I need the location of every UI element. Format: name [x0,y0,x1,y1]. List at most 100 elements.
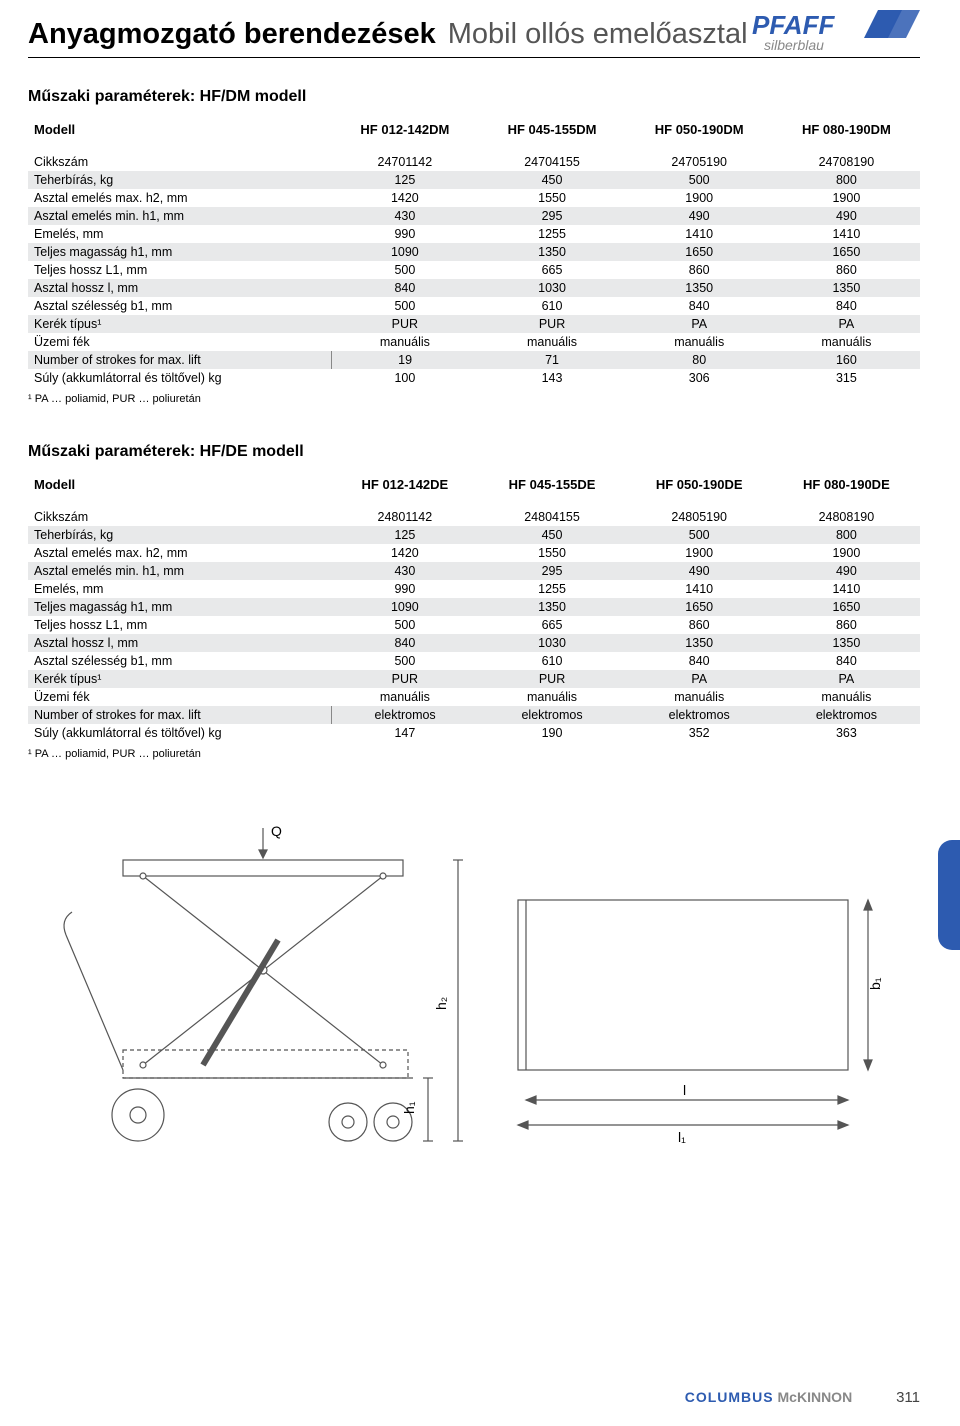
row-value: manuális [773,688,920,706]
row-value: 1650 [626,243,773,261]
row-value: 450 [478,526,625,544]
row-value: 860 [626,616,773,634]
row-value: PUR [478,315,625,333]
row-value: manuális [331,333,478,351]
row-value: 490 [626,562,773,580]
row-value: 1030 [478,634,625,652]
row-label: Kerék típus¹ [28,670,331,688]
row-value: 1650 [773,243,920,261]
dim-l: l [683,1082,686,1098]
row-value: 24708190 [773,148,920,171]
row-value: 100 [331,369,478,387]
row-value: 1030 [478,279,625,297]
row-value: 24705190 [626,148,773,171]
row-value: 500 [331,297,478,315]
t2-head-label: Modell [28,471,331,503]
footer-page: 311 [896,1389,920,1406]
row-value: 500 [331,261,478,279]
row-label: Kerék típus¹ [28,315,331,333]
row-value: 610 [478,652,625,670]
row-value: 1900 [773,189,920,207]
row-value: 840 [626,652,773,670]
row-value: elektromos [626,706,773,724]
row-label: Emelés, mm [28,580,331,598]
row-value: 800 [773,171,920,189]
t1-head-c1: HF 045-155DM [478,116,625,148]
row-value: 1255 [478,580,625,598]
row-label: Teljes hossz L1, mm [28,616,331,634]
dim-l1: l₁ [678,1129,686,1145]
row-value: 190 [478,724,625,742]
t1-head-c2: HF 050-190DM [626,116,773,148]
row-label: Teherbírás, kg [28,526,331,544]
svg-text:PFAFF: PFAFF [752,10,835,40]
row-value: 490 [773,207,920,225]
row-value: 1420 [331,544,478,562]
row-value: 1350 [478,243,625,261]
row-value: PA [626,670,773,688]
row-value: 860 [773,261,920,279]
spec-table-de: Modell HF 012-142DE HF 045-155DE HF 050-… [28,471,920,742]
row-value: 295 [478,207,625,225]
row-value: 306 [626,369,773,387]
t2-head-c2: HF 050-190DE [626,471,773,503]
row-value: 1420 [331,189,478,207]
t1-head-c0: HF 012-142DM [331,116,478,148]
section-title-dm: Műszaki paraméterek: HF/DM modell [28,88,920,106]
t2-footnote: ¹ PA … poliamid, PUR … poliuretán [28,748,920,760]
row-value: 840 [331,634,478,652]
row-label: Asztal emelés max. h2, mm [28,189,331,207]
row-label: Asztal emelés min. h1, mm [28,207,331,225]
row-value: 840 [331,279,478,297]
footer-brand1: COLUMBUS [685,1389,774,1405]
row-value: manuális [626,333,773,351]
row-label: Teljes hossz L1, mm [28,261,331,279]
row-value: 1550 [478,189,625,207]
row-value: PA [773,670,920,688]
row-label: Teljes magasság h1, mm [28,243,331,261]
row-label: Number of strokes for max. lift [28,351,331,369]
row-label: Súly (akkumlátorral és töltővel) kg [28,369,331,387]
row-value: 500 [331,652,478,670]
row-value: 19 [331,351,478,369]
row-value: 1650 [773,598,920,616]
dim-b1: b₁ [867,977,883,990]
t1-footnote: ¹ PA … poliamid, PUR … poliuretán [28,393,920,405]
row-value: 1410 [773,225,920,243]
row-label: Asztal emelés min. h1, mm [28,562,331,580]
row-label: Cikkszám [28,148,331,171]
row-value: 500 [626,526,773,544]
title-main: Anyagmozgató berendezések [28,18,436,51]
row-value: 665 [478,261,625,279]
row-value: 352 [626,724,773,742]
row-value: 1650 [626,598,773,616]
t2-head-c0: HF 012-142DE [331,471,478,503]
dim-h1: h₁ [401,1101,417,1114]
row-value: 1350 [626,279,773,297]
row-label: Emelés, mm [28,225,331,243]
row-value: 840 [773,297,920,315]
row-value: manuális [626,688,773,706]
row-label: Asztal hossz l, mm [28,634,331,652]
row-value: 315 [773,369,920,387]
row-label: Teljes magasság h1, mm [28,598,331,616]
row-value: 125 [331,171,478,189]
row-value: PUR [331,670,478,688]
row-value: 363 [773,724,920,742]
row-label: Asztal hossz l, mm [28,279,331,297]
row-value: 147 [331,724,478,742]
row-value: 500 [331,616,478,634]
row-value: 24804155 [478,503,625,526]
title-sub: Mobil ollós emelőasztal [448,18,748,51]
row-value: 1410 [626,580,773,598]
row-value: 490 [773,562,920,580]
row-value: 840 [626,297,773,315]
row-value: 1900 [773,544,920,562]
row-value: PUR [478,670,625,688]
spec-table-dm: Modell HF 012-142DM HF 045-155DM HF 050-… [28,116,920,387]
row-value: 430 [331,562,478,580]
row-label: Asztal szélesség b1, mm [28,297,331,315]
page-header: Anyagmozgató berendezések Mobil ollós em… [28,18,920,58]
t1-body: Cikkszám24701142247041552470519024708190… [28,148,920,387]
svg-text:silberblau: silberblau [764,37,824,53]
